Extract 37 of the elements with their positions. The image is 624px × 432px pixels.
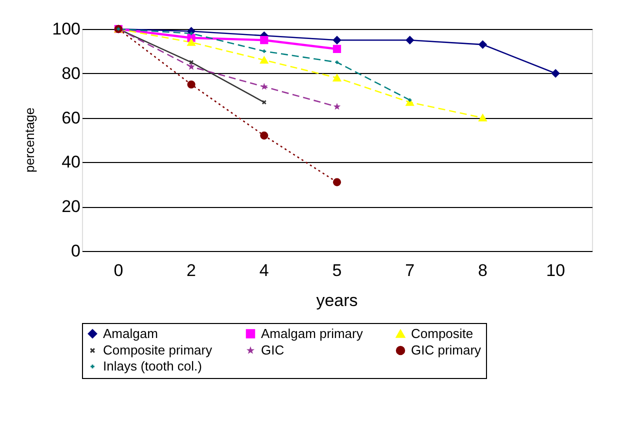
- point: [332, 44, 342, 54]
- point: [187, 80, 196, 89]
- point: [188, 60, 194, 65]
- point: [332, 74, 342, 82]
- point: [478, 114, 487, 122]
- legend-label: Amalgam primary: [261, 326, 364, 341]
- point: [260, 56, 268, 64]
- point: [406, 36, 414, 44]
- x-tick-label: 2: [186, 261, 196, 280]
- point: [552, 69, 560, 78]
- point: [260, 36, 268, 44]
- point: [187, 38, 196, 46]
- y-axis-title: percentage: [22, 107, 37, 173]
- x-tick-label: 7: [405, 261, 415, 280]
- legend-label: Inlays (tooth col.): [103, 358, 202, 374]
- legend-label: Composite primary: [103, 342, 213, 358]
- point: [332, 36, 342, 44]
- x-tick-label: 10: [546, 261, 566, 280]
- y-tick-label: 100: [52, 20, 80, 38]
- x-tick-label: 0: [114, 261, 124, 280]
- point: [332, 178, 342, 186]
- legend-label: Amalgam: [103, 326, 158, 341]
- y-tick-label: 20: [62, 197, 80, 216]
- legend-label: GIC primary: [411, 342, 482, 358]
- x-tick-label: 8: [478, 261, 488, 280]
- legend-label: Composite: [411, 326, 474, 341]
- x-tick-label: 4: [259, 261, 269, 280]
- y-tick-label: 60: [62, 108, 80, 128]
- point: [406, 98, 414, 106]
- point: [478, 40, 487, 49]
- y-tick-label: 0: [71, 242, 80, 260]
- point: [260, 132, 268, 140]
- x-tick-label: 5: [332, 261, 342, 280]
- x-axis-title: years: [316, 291, 358, 310]
- legend-label: GIC: [261, 342, 284, 358]
- y-tick-label: 40: [62, 152, 80, 172]
- y-tick-label: 80: [62, 64, 80, 83]
